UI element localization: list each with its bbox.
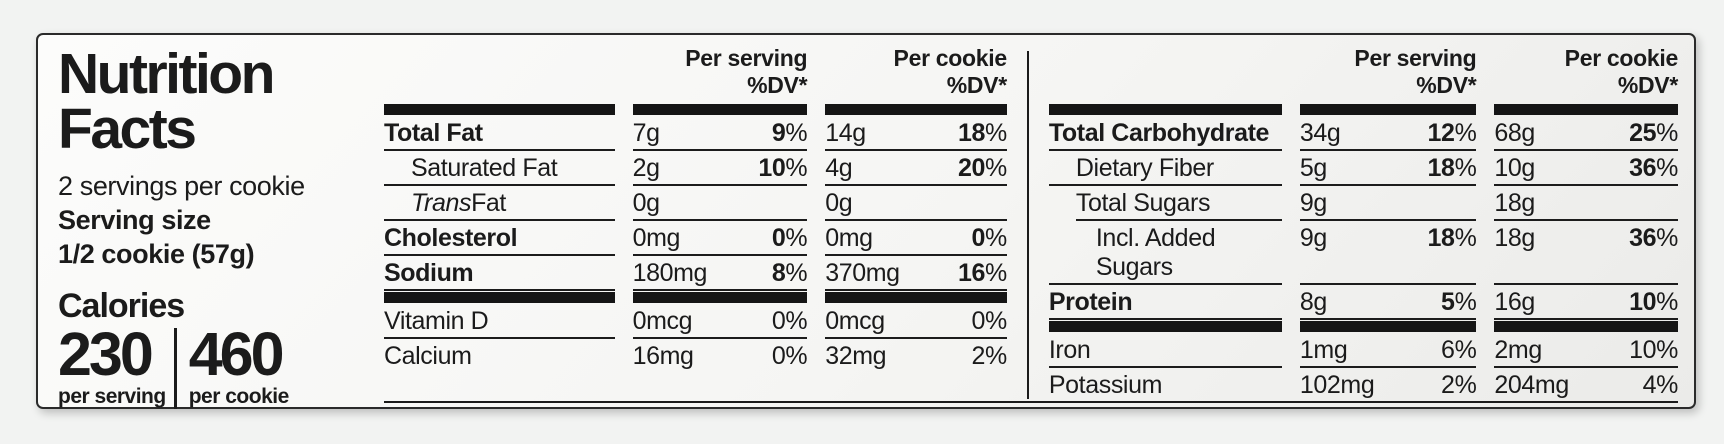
per-cookie-header: Per cookie %DV* [893,45,1008,99]
row-total-sugars: Total Sugars 9g 18g [1049,186,1678,222]
per-serving-cell: 5g 18% [1299,151,1477,187]
per-serving-cell: 1mg 6% [1299,333,1477,369]
per-serving-cell: 9g 18% [1299,221,1477,286]
per-serving-cell: 180mg 8% [632,256,808,292]
nutrition-facts-label: Nutrition Facts 2 servings per cookie Se… [36,33,1696,410]
per-cookie-cell: 14g 18% [825,116,1007,152]
per-cookie-cell: 204mg 4% [1494,371,1678,400]
nutrient-name: Total Sugars [1049,186,1282,222]
calories-heading: Calories [58,286,185,325]
servings-statement: 2 servings per cookie [58,171,305,202]
row-iron: Iron 1mg 6% 2mg 10% [1048,333,1678,369]
calories-per-cookie-label: per cookie [188,385,290,409]
per-cookie-cell: 68g 25% [1494,116,1678,152]
nutrient-tables-area: Per serving %DV* Per cookie %DV* Total F… [384,45,1678,404]
per-serving-cell: 34g 12% [1299,116,1477,152]
row-total-fat: Total Fat 7g 9% 14g 18% [384,116,1007,152]
per-serving-cell: 0mcg 0% [632,304,808,340]
per-cookie-cell: 18g 36% [1494,221,1678,286]
nutrient-name: Incl. Added Sugars [1048,221,1282,286]
nutrient-name: Potassium [1048,371,1163,400]
calories-per-cookie: 460 per cookie [188,319,290,409]
row-sodium: Sodium 180mg 8% 370mg 16% [384,256,1007,292]
nutrient-name: Cholesterol [384,221,615,257]
per-cookie-cell: 2mg 10% [1494,333,1678,369]
per-serving-cell: 0mg 0% [632,221,808,257]
calories-per-serving: 230 per serving [58,319,166,409]
title-line-1: Nutrition [58,42,275,106]
per-cookie-cell: 16g 10% [1494,285,1678,321]
nutrition-facts-title: Nutrition Facts [58,42,354,161]
per-cookie-cell: 10g 36% [1494,151,1678,187]
nutrient-name: Sodium [384,256,615,292]
nutrient-name: Trans Fat [384,186,615,222]
thick-divider-bar [1048,321,1678,333]
per-serving-cell: 8g 5% [1299,285,1477,321]
calories-per-serving-label: per serving [58,385,166,409]
nutrient-name: Iron [1048,333,1282,369]
row-protein: Protein 8g 5% 16g 10% [1048,285,1678,321]
nutrient-table-left: Per serving %DV* Per cookie %DV* Total F… [384,45,1007,401]
per-cookie-cell: 32mg 2% [825,342,1007,371]
row-dietary-fiber: Dietary Fiber 5g 18% 10g 36% [1048,151,1678,187]
serving-size-value: 1/2 cookie (57g) [58,238,255,269]
dv-footnote: *The % Daily Value (DV) tells you how mu… [384,401,1678,408]
nutrient-name: Dietary Fiber [1048,151,1282,187]
row-saturated-fat: Saturated Fat 2g 10% 4g 20% [384,151,1007,187]
row-trans-fat: Trans Fat 0g 0g [384,186,1007,222]
per-cookie-cell: 0g [825,186,1007,222]
per-serving-cell: 102mg 2% [1299,371,1477,400]
per-serving-header: Per serving %DV* [1354,45,1477,99]
per-serving-cell: 16mg 0% [632,342,808,371]
per-cookie-cell: 4g 20% [825,151,1007,187]
per-cookie-cell: 0mcg 0% [825,304,1007,340]
row-potassium: Potassium 102mg 2% 204mg 4% [1048,368,1679,401]
per-serving-cell: 7g 9% [632,116,808,152]
nutrient-name: Saturated Fat [384,151,615,187]
column-headers-left: Per serving %DV* Per cookie %DV* [384,45,1007,99]
row-total-carbohydrate: Total Carbohydrate 34g 12% 68g 25% [1048,116,1678,152]
per-serving-cell: 2g 10% [632,151,808,187]
nutrient-name: Protein [1048,285,1282,321]
nutrient-name: Vitamin D [384,304,615,340]
calories-divider [173,327,177,410]
table-divider [1026,51,1029,400]
per-cookie-cell: 0mg 0% [825,221,1007,257]
per-cookie-header: Per cookie %DV* [1564,45,1679,99]
nutrient-name: Total Carbohydrate [1048,116,1282,152]
per-serving-cell: 9g [1299,186,1477,222]
identity-panel: Nutrition Facts 2 servings per cookie Se… [58,42,354,410]
per-serving-cell: 0g [632,186,808,222]
thick-divider-bar [1048,104,1678,116]
thick-divider-bar [384,104,1007,116]
row-cholesterol: Cholesterol 0mg 0% 0mg 0% [384,221,1007,257]
nutrient-name: Total Fat [384,116,615,152]
serving-size-label: Serving size [58,205,211,236]
row-added-sugars: Incl. Added Sugars 9g 18% 18g 36% [1048,221,1678,286]
per-cookie-cell: 370mg 16% [825,256,1007,292]
title-line-2: Facts [58,96,197,161]
nutrient-table-right: Per serving %DV* Per cookie %DV* Total C… [1048,45,1679,401]
column-headers-right: Per serving %DV* Per cookie %DV* [1049,45,1678,99]
calories-values: 230 per serving 460 per cookie [58,319,354,410]
thick-divider-bar [384,292,1007,304]
row-vitamin-d: Vitamin D 0mcg 0% 0mcg 0% [384,304,1007,340]
row-calcium: Calcium 16mg 0% 32mg 2% [384,339,1007,372]
tables-row: Per serving %DV* Per cookie %DV* Total F… [384,45,1678,401]
nutrient-name: Calcium [384,342,472,371]
calories-per-cookie-value: 460 [188,319,285,388]
per-cookie-cell: 18g [1494,186,1678,222]
calories-per-serving-value: 230 [58,319,154,388]
per-serving-header: Per serving %DV* [685,45,808,99]
